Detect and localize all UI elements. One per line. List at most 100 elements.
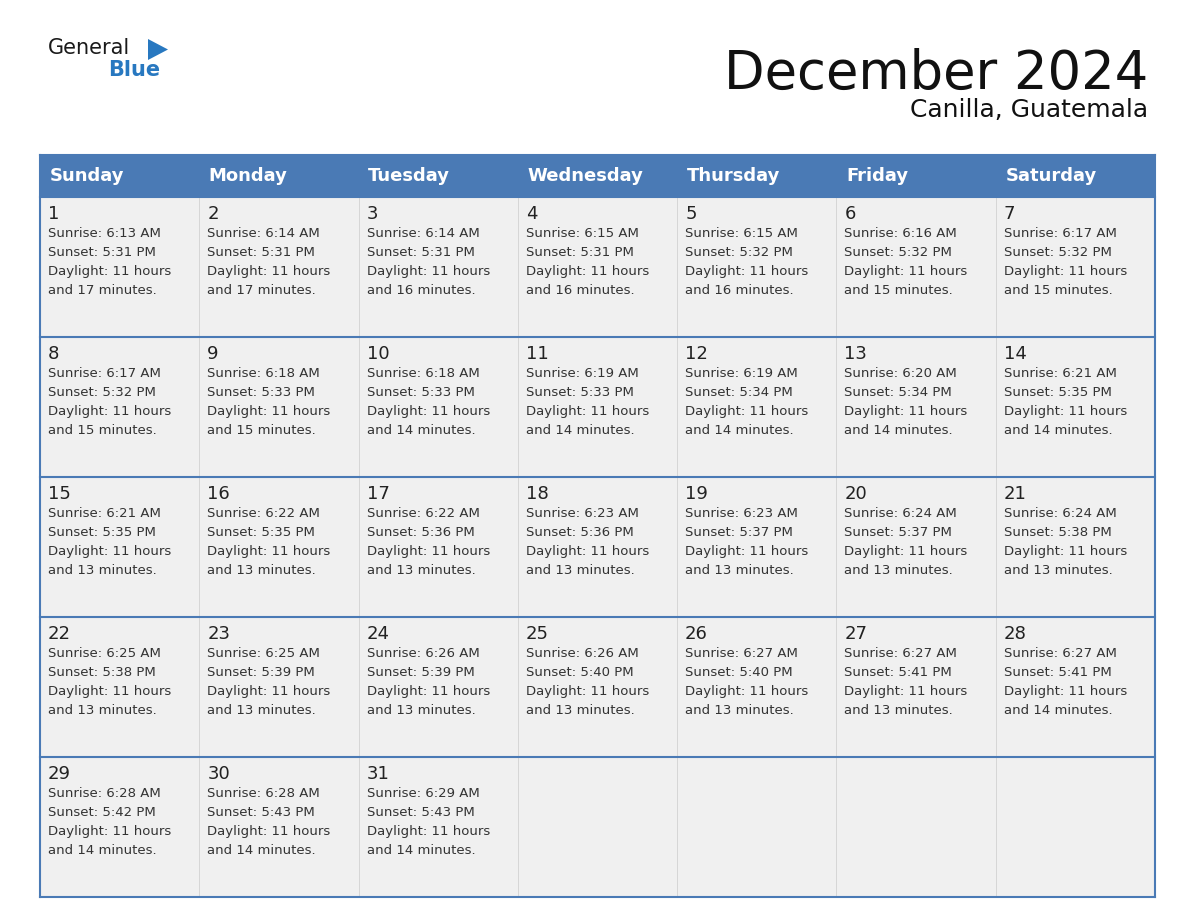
- Text: and 14 minutes.: and 14 minutes.: [367, 424, 475, 437]
- Text: Daylight: 11 hours: Daylight: 11 hours: [48, 685, 171, 698]
- Text: 11: 11: [526, 345, 549, 363]
- Text: 28: 28: [1004, 625, 1026, 643]
- Text: Daylight: 11 hours: Daylight: 11 hours: [1004, 265, 1127, 278]
- Text: and 13 minutes.: and 13 minutes.: [845, 564, 953, 577]
- Text: Sunset: 5:33 PM: Sunset: 5:33 PM: [526, 386, 633, 399]
- Text: Sunrise: 6:18 AM: Sunrise: 6:18 AM: [207, 367, 320, 380]
- Text: Thursday: Thursday: [687, 167, 781, 185]
- Text: 8: 8: [48, 345, 59, 363]
- Text: Sunrise: 6:18 AM: Sunrise: 6:18 AM: [367, 367, 479, 380]
- Text: Daylight: 11 hours: Daylight: 11 hours: [367, 405, 489, 418]
- Bar: [40, 477, 1155, 617]
- Text: 10: 10: [367, 345, 390, 363]
- Text: Daylight: 11 hours: Daylight: 11 hours: [685, 265, 808, 278]
- Text: and 15 minutes.: and 15 minutes.: [48, 424, 157, 437]
- Text: Tuesday: Tuesday: [368, 167, 450, 185]
- Text: Sunrise: 6:19 AM: Sunrise: 6:19 AM: [685, 367, 798, 380]
- Text: and 13 minutes.: and 13 minutes.: [207, 564, 316, 577]
- Text: Sunset: 5:32 PM: Sunset: 5:32 PM: [845, 246, 953, 259]
- Text: 3: 3: [367, 205, 378, 223]
- Text: and 17 minutes.: and 17 minutes.: [48, 284, 157, 297]
- Bar: [359, 155, 518, 197]
- Text: Sunset: 5:33 PM: Sunset: 5:33 PM: [367, 386, 474, 399]
- Text: Sunset: 5:37 PM: Sunset: 5:37 PM: [845, 526, 953, 539]
- Text: Wednesday: Wednesday: [527, 167, 643, 185]
- Text: Sunset: 5:31 PM: Sunset: 5:31 PM: [207, 246, 315, 259]
- Text: and 16 minutes.: and 16 minutes.: [526, 284, 634, 297]
- Text: 9: 9: [207, 345, 219, 363]
- Text: Sunset: 5:36 PM: Sunset: 5:36 PM: [367, 526, 474, 539]
- Text: Daylight: 11 hours: Daylight: 11 hours: [526, 545, 649, 558]
- Text: Sunrise: 6:15 AM: Sunrise: 6:15 AM: [526, 227, 639, 240]
- Text: Sunrise: 6:24 AM: Sunrise: 6:24 AM: [1004, 507, 1117, 520]
- Text: 25: 25: [526, 625, 549, 643]
- Text: Sunrise: 6:22 AM: Sunrise: 6:22 AM: [207, 507, 320, 520]
- Text: Sunrise: 6:26 AM: Sunrise: 6:26 AM: [526, 647, 639, 660]
- Bar: [40, 155, 200, 197]
- Bar: [200, 155, 359, 197]
- Text: 20: 20: [845, 485, 867, 503]
- Text: Sunrise: 6:15 AM: Sunrise: 6:15 AM: [685, 227, 798, 240]
- Text: Daylight: 11 hours: Daylight: 11 hours: [526, 265, 649, 278]
- Text: Sunrise: 6:13 AM: Sunrise: 6:13 AM: [48, 227, 160, 240]
- Text: Sunset: 5:40 PM: Sunset: 5:40 PM: [526, 666, 633, 679]
- Text: Daylight: 11 hours: Daylight: 11 hours: [685, 405, 808, 418]
- Text: and 13 minutes.: and 13 minutes.: [845, 704, 953, 717]
- Text: Sunrise: 6:22 AM: Sunrise: 6:22 AM: [367, 507, 480, 520]
- Text: Daylight: 11 hours: Daylight: 11 hours: [367, 265, 489, 278]
- Text: Daylight: 11 hours: Daylight: 11 hours: [367, 825, 489, 838]
- Text: and 14 minutes.: and 14 minutes.: [845, 424, 953, 437]
- Text: Sunday: Sunday: [50, 167, 124, 185]
- Text: and 14 minutes.: and 14 minutes.: [1004, 704, 1112, 717]
- Text: Daylight: 11 hours: Daylight: 11 hours: [845, 545, 968, 558]
- Text: Sunset: 5:32 PM: Sunset: 5:32 PM: [1004, 246, 1112, 259]
- Text: Sunset: 5:31 PM: Sunset: 5:31 PM: [367, 246, 474, 259]
- Text: and 14 minutes.: and 14 minutes.: [526, 424, 634, 437]
- Text: Daylight: 11 hours: Daylight: 11 hours: [1004, 545, 1127, 558]
- Text: Daylight: 11 hours: Daylight: 11 hours: [207, 545, 330, 558]
- Text: 5: 5: [685, 205, 696, 223]
- Text: Sunset: 5:39 PM: Sunset: 5:39 PM: [367, 666, 474, 679]
- Bar: [40, 757, 1155, 897]
- Text: 26: 26: [685, 625, 708, 643]
- Text: Daylight: 11 hours: Daylight: 11 hours: [845, 405, 968, 418]
- Text: 4: 4: [526, 205, 537, 223]
- Text: Sunrise: 6:19 AM: Sunrise: 6:19 AM: [526, 367, 639, 380]
- Text: 15: 15: [48, 485, 71, 503]
- Text: Canilla, Guatemala: Canilla, Guatemala: [910, 98, 1148, 122]
- Text: and 13 minutes.: and 13 minutes.: [526, 704, 634, 717]
- Text: Sunrise: 6:21 AM: Sunrise: 6:21 AM: [1004, 367, 1117, 380]
- Text: Sunset: 5:41 PM: Sunset: 5:41 PM: [1004, 666, 1112, 679]
- Text: Daylight: 11 hours: Daylight: 11 hours: [207, 825, 330, 838]
- Text: Sunrise: 6:26 AM: Sunrise: 6:26 AM: [367, 647, 479, 660]
- Text: and 13 minutes.: and 13 minutes.: [685, 564, 794, 577]
- Text: and 13 minutes.: and 13 minutes.: [367, 704, 475, 717]
- Text: Sunset: 5:31 PM: Sunset: 5:31 PM: [526, 246, 633, 259]
- Text: Daylight: 11 hours: Daylight: 11 hours: [48, 265, 171, 278]
- Text: and 14 minutes.: and 14 minutes.: [367, 844, 475, 857]
- Text: Sunset: 5:33 PM: Sunset: 5:33 PM: [207, 386, 315, 399]
- Text: 13: 13: [845, 345, 867, 363]
- Text: 29: 29: [48, 765, 71, 783]
- Text: Sunrise: 6:28 AM: Sunrise: 6:28 AM: [48, 787, 160, 800]
- Text: and 16 minutes.: and 16 minutes.: [367, 284, 475, 297]
- Text: and 13 minutes.: and 13 minutes.: [1004, 564, 1112, 577]
- Text: Saturday: Saturday: [1005, 167, 1097, 185]
- Text: Daylight: 11 hours: Daylight: 11 hours: [207, 405, 330, 418]
- Text: Sunrise: 6:27 AM: Sunrise: 6:27 AM: [685, 647, 798, 660]
- Text: 19: 19: [685, 485, 708, 503]
- Text: Daylight: 11 hours: Daylight: 11 hours: [48, 405, 171, 418]
- Text: and 13 minutes.: and 13 minutes.: [48, 564, 157, 577]
- Polygon shape: [148, 39, 168, 60]
- Text: General: General: [48, 38, 131, 58]
- Text: 23: 23: [207, 625, 230, 643]
- Bar: [518, 155, 677, 197]
- Text: 24: 24: [367, 625, 390, 643]
- Text: Sunset: 5:43 PM: Sunset: 5:43 PM: [207, 806, 315, 819]
- Text: Blue: Blue: [108, 60, 160, 80]
- Text: and 17 minutes.: and 17 minutes.: [207, 284, 316, 297]
- Text: Sunset: 5:32 PM: Sunset: 5:32 PM: [48, 386, 156, 399]
- Text: Daylight: 11 hours: Daylight: 11 hours: [48, 825, 171, 838]
- Text: 21: 21: [1004, 485, 1026, 503]
- Text: Daylight: 11 hours: Daylight: 11 hours: [207, 265, 330, 278]
